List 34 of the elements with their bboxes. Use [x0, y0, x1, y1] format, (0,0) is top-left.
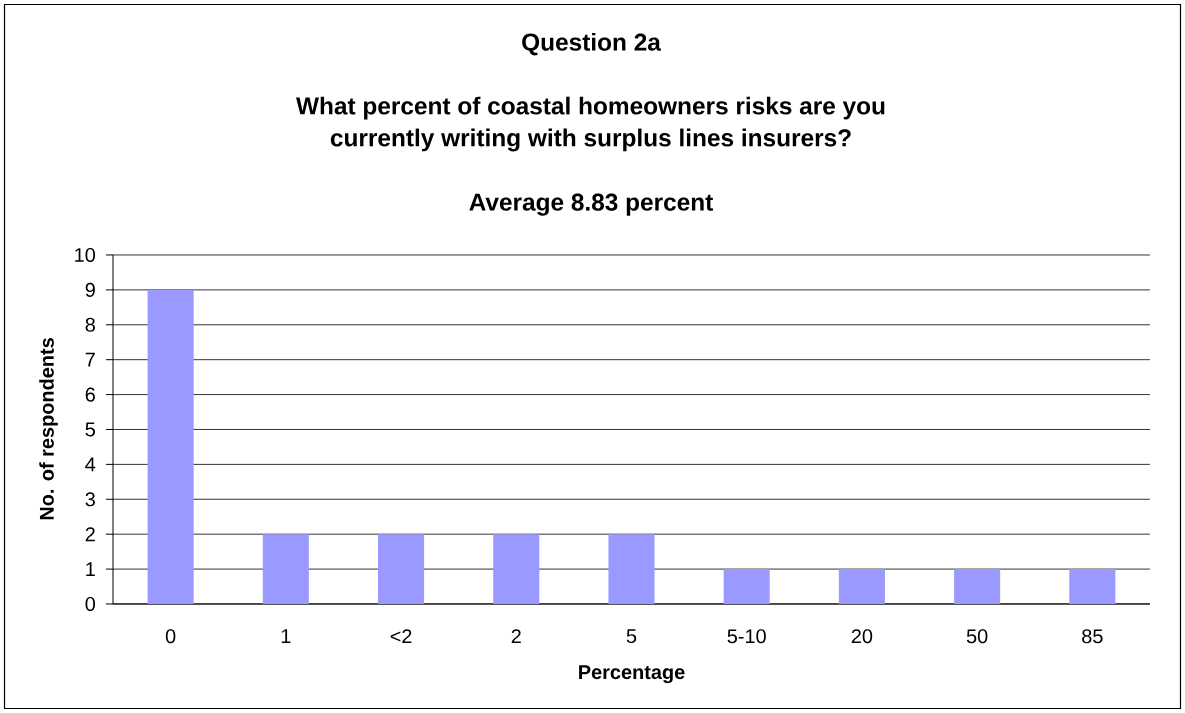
y-tick-label: 0	[85, 596, 96, 612]
y-tick-label: 6	[85, 387, 95, 402]
bar	[608, 534, 655, 604]
chart-title: Question 2a	[522, 32, 661, 56]
y-tick-label: 9	[85, 282, 95, 297]
bar	[262, 534, 309, 604]
x-tick-label: 85	[1082, 629, 1103, 644]
y-tick-label: 5	[85, 422, 95, 437]
y-tick-label: 10	[75, 247, 96, 263]
x-tick-label: 50	[966, 629, 988, 644]
bar	[1069, 569, 1116, 604]
x-tick-label: 2	[511, 629, 521, 644]
bar	[147, 289, 194, 604]
y-tick-label: 8	[85, 317, 95, 332]
bar	[493, 534, 540, 604]
x-tick-label: 20	[851, 629, 873, 644]
x-tick-label: 1	[281, 629, 291, 643]
y-tick-label: 1	[86, 562, 95, 576]
x-tick-label: 5-10	[727, 629, 766, 644]
bar	[378, 534, 425, 604]
y-tick-label: 4	[85, 457, 96, 472]
x-tick-label: 5	[626, 629, 637, 644]
bar	[723, 569, 770, 604]
text: Average 8.83 percent	[469, 193, 713, 216]
x-tick-label: 0	[165, 629, 176, 644]
bar	[838, 569, 885, 604]
y-tick-label: 3	[85, 492, 95, 507]
y-axis-title: No. of respondents	[39, 338, 58, 520]
x-axis-title: Percentage	[579, 665, 685, 684]
bar	[954, 569, 1001, 604]
x-tick-label: <2	[390, 629, 412, 644]
chart-subtitle: What percent of coastal homeowners risks are you currently writing with surplus lines insurers?	[296, 96, 885, 152]
y-tick-label: 7	[85, 352, 95, 367]
y-tick-label: 2	[85, 527, 95, 542]
